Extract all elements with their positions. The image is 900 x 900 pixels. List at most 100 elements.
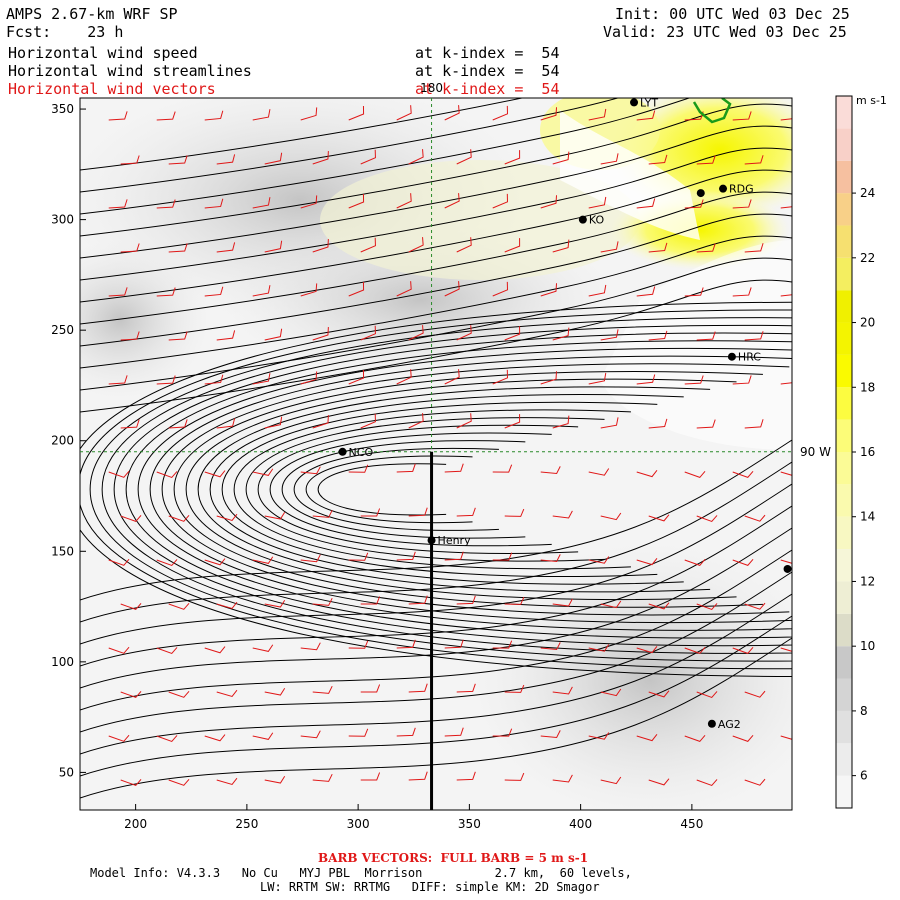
station-marker	[696, 189, 705, 198]
wind-barb	[492, 105, 509, 121]
streamline	[257, 424, 579, 554]
colorbar-swatch	[836, 96, 852, 129]
wind-barb	[492, 728, 513, 737]
streamline	[221, 401, 658, 577]
wind-barb	[396, 463, 416, 473]
wind-barb	[504, 596, 525, 605]
station-marker	[427, 536, 436, 545]
wind-barb	[396, 639, 416, 649]
wind-barb	[204, 110, 224, 121]
wind-barb	[216, 777, 238, 786]
streamline	[80, 439, 792, 601]
wind-barb	[780, 471, 792, 476]
colorbar-swatch	[836, 452, 852, 485]
colorbar-swatch	[836, 581, 852, 614]
streamline	[269, 432, 552, 547]
x-tick-label: 250	[235, 817, 258, 831]
streamline	[80, 301, 792, 677]
wind-barb	[492, 281, 509, 297]
wind-barb	[204, 470, 226, 478]
x-tick-label: 400	[569, 817, 592, 831]
wind-barb	[348, 194, 365, 209]
field-level-streamlines: at k-index = 54	[415, 62, 560, 80]
init-time: Init: 00 UTC Wed 03 Dec 25	[615, 5, 850, 23]
wind-barb	[168, 419, 188, 429]
streamline	[80, 147, 792, 281]
station-marker	[719, 184, 728, 193]
wind-barb	[108, 734, 130, 742]
wind-barb	[600, 776, 622, 785]
wind-barb	[732, 375, 752, 385]
wind-barb	[444, 551, 464, 561]
colorbar-label: 18	[860, 380, 875, 394]
wind-barb	[648, 418, 668, 429]
wind-barb	[492, 552, 513, 561]
streamline	[80, 527, 792, 689]
wind-barb	[648, 690, 670, 698]
wind-barb	[300, 642, 321, 651]
plot-frame	[79, 97, 793, 811]
streamline	[185, 378, 737, 601]
wind-barb	[252, 197, 271, 209]
wind-barb	[408, 683, 428, 693]
streamline	[149, 355, 792, 624]
wind-barb	[360, 596, 381, 605]
colorbar-swatch	[836, 516, 852, 550]
valid-time: Valid: 23 UTC Wed 03 Dec 25	[603, 23, 847, 41]
wind-barb	[168, 602, 190, 610]
wind-barb	[540, 554, 561, 563]
colorbar-label: 16	[860, 445, 875, 459]
wind-barb	[264, 599, 286, 608]
wind-barb	[696, 155, 716, 165]
wind-barb	[600, 153, 619, 165]
wind-barb	[456, 595, 476, 605]
wind-barb	[744, 778, 766, 786]
wind-barb	[408, 413, 424, 429]
wind-barb	[444, 463, 464, 473]
colorbar-swatch	[836, 484, 852, 517]
station-label: AG2	[718, 718, 741, 731]
colorbar-label: 8	[860, 704, 868, 718]
streamline	[80, 169, 792, 303]
wind-barb	[744, 602, 766, 610]
meridian-label: 180	[420, 81, 443, 95]
wind-barb	[492, 464, 513, 473]
station-label: LYT	[640, 96, 658, 109]
wind-barb	[168, 514, 190, 522]
station-label: HRC	[738, 351, 761, 364]
wind-barb	[168, 155, 188, 165]
station-marker	[727, 352, 736, 361]
wind-barb	[732, 111, 752, 121]
wind-barb	[444, 105, 460, 121]
wind-barb	[348, 552, 369, 561]
wind-barb	[732, 287, 752, 297]
wind-barb	[396, 727, 416, 737]
y-tick-label: 150	[51, 544, 74, 558]
colorbar-swatch	[836, 354, 852, 388]
wind-barb	[216, 418, 236, 429]
wind-barb	[552, 327, 570, 341]
wind-barb	[540, 283, 558, 297]
wind-barb	[216, 689, 238, 698]
field-level-speed: at k-index = 54	[415, 44, 560, 62]
colorbar-swatch	[836, 549, 852, 582]
colorbar-label: 22	[860, 251, 875, 265]
field-name-speed: Horizontal wind speed	[8, 44, 198, 62]
wind-barb	[492, 369, 509, 385]
wind-barb	[793, 514, 813, 520]
wind-barb	[108, 646, 130, 654]
wind-barb	[156, 111, 176, 121]
wind-barb	[252, 556, 274, 564]
wind-barb	[492, 193, 509, 209]
wind-barb	[504, 326, 521, 341]
colorbar-label: 20	[860, 316, 875, 330]
wind-barb	[732, 199, 752, 209]
wind-barb	[204, 286, 224, 297]
wind-barb	[648, 514, 670, 522]
station-label: NCO	[349, 446, 374, 459]
wind-barb	[552, 598, 573, 607]
colorbar-label: 24	[860, 186, 875, 200]
wind-barb	[108, 199, 128, 209]
wind-barb	[216, 242, 236, 253]
wind-barb	[780, 559, 792, 564]
